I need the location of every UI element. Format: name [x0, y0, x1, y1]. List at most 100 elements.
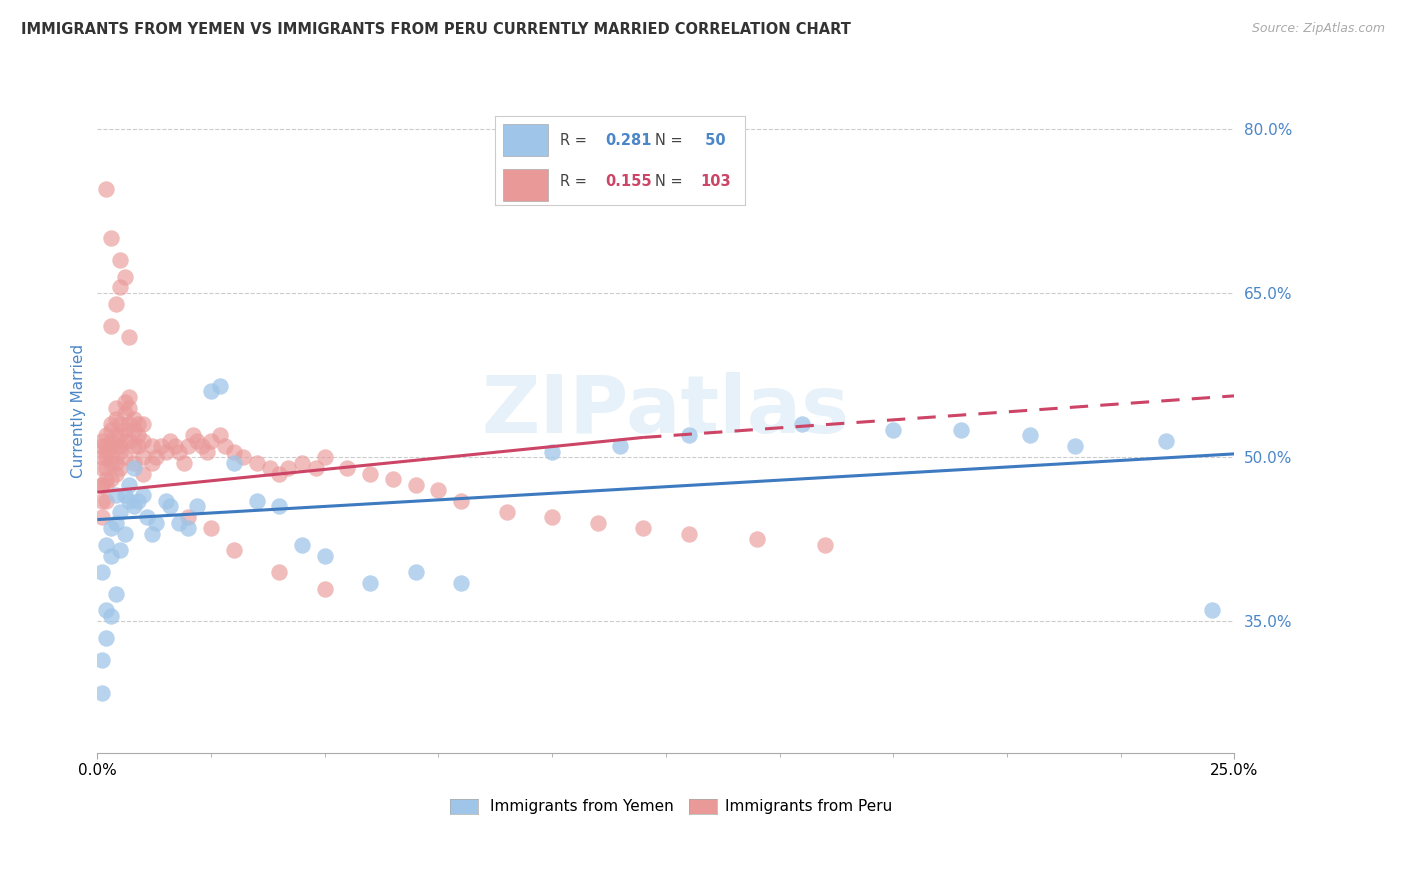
Point: [177, 510, 200, 524]
Point: [90, 494, 112, 508]
Point: [145, 516, 167, 530]
Point: [792, 417, 814, 432]
Point: [122, 412, 145, 426]
Point: [96, 477, 118, 491]
Text: Immigrants from Yemen: Immigrants from Yemen: [489, 798, 673, 814]
Point: [96, 444, 118, 458]
Point: [100, 521, 122, 535]
Point: [222, 456, 245, 470]
Point: [359, 467, 381, 481]
Point: [136, 510, 159, 524]
Point: [291, 456, 314, 470]
Point: [96, 439, 118, 453]
Point: [678, 526, 700, 541]
Point: [222, 444, 245, 458]
Point: [127, 494, 149, 508]
Point: [132, 417, 155, 432]
Point: [108, 444, 131, 458]
Point: [90, 450, 112, 465]
Point: [108, 461, 131, 475]
Point: [114, 434, 136, 448]
Point: [314, 549, 336, 563]
Point: [814, 538, 837, 552]
Point: [259, 461, 281, 475]
Point: [269, 565, 291, 579]
Point: [114, 395, 136, 409]
Point: [100, 318, 122, 333]
Point: [108, 505, 131, 519]
Point: [181, 428, 204, 442]
Point: [214, 439, 236, 453]
Point: [122, 461, 145, 475]
Point: [96, 428, 118, 442]
Point: [104, 587, 127, 601]
Point: [118, 330, 141, 344]
Point: [209, 379, 232, 393]
Point: [245, 494, 267, 508]
Point: [104, 401, 127, 415]
Point: [90, 477, 112, 491]
Point: [1018, 428, 1040, 442]
Point: [195, 444, 218, 458]
Point: [269, 467, 291, 481]
Point: [609, 439, 631, 453]
Point: [141, 439, 163, 453]
Point: [96, 538, 118, 552]
Point: [495, 505, 517, 519]
Point: [314, 450, 336, 465]
Point: [141, 526, 163, 541]
Point: [186, 500, 208, 514]
Text: Source: ZipAtlas.com: Source: ZipAtlas.com: [1251, 22, 1385, 36]
Point: [104, 516, 127, 530]
Text: IMMIGRANTS FROM YEMEN VS IMMIGRANTS FROM PERU CURRENTLY MARRIED CORRELATION CHAR: IMMIGRANTS FROM YEMEN VS IMMIGRANTS FROM…: [21, 22, 851, 37]
Point: [100, 549, 122, 563]
Point: [104, 428, 127, 442]
Point: [159, 434, 181, 448]
Point: [122, 500, 145, 514]
Point: [114, 423, 136, 437]
Point: [104, 467, 127, 481]
Point: [232, 450, 254, 465]
Point: [586, 516, 609, 530]
Point: [90, 439, 112, 453]
Point: [122, 439, 145, 453]
Point: [155, 444, 177, 458]
Point: [90, 477, 112, 491]
Point: [100, 417, 122, 432]
Point: [132, 450, 155, 465]
Point: [108, 253, 131, 268]
Point: [108, 543, 131, 558]
Point: [200, 521, 222, 535]
Point: [1064, 439, 1087, 453]
Point: [118, 494, 141, 508]
Point: [745, 533, 768, 547]
Point: [96, 494, 118, 508]
Point: [90, 653, 112, 667]
Point: [314, 582, 336, 596]
Point: [269, 500, 291, 514]
Point: [186, 434, 208, 448]
Point: [96, 603, 118, 617]
Point: [118, 417, 141, 432]
Point: [359, 576, 381, 591]
Point: [100, 439, 122, 453]
Point: [127, 428, 149, 442]
Point: [177, 521, 200, 535]
Point: [104, 456, 127, 470]
Point: [118, 401, 141, 415]
Point: [381, 472, 404, 486]
Point: [163, 439, 186, 453]
Point: [90, 565, 112, 579]
Point: [336, 461, 359, 475]
Point: [114, 526, 136, 541]
Point: [167, 444, 190, 458]
Point: [100, 434, 122, 448]
Point: [90, 510, 112, 524]
Point: [100, 231, 122, 245]
Point: [155, 494, 177, 508]
Point: [100, 472, 122, 486]
Point: [96, 182, 118, 196]
Point: [108, 280, 131, 294]
Point: [96, 631, 118, 645]
Point: [108, 417, 131, 432]
